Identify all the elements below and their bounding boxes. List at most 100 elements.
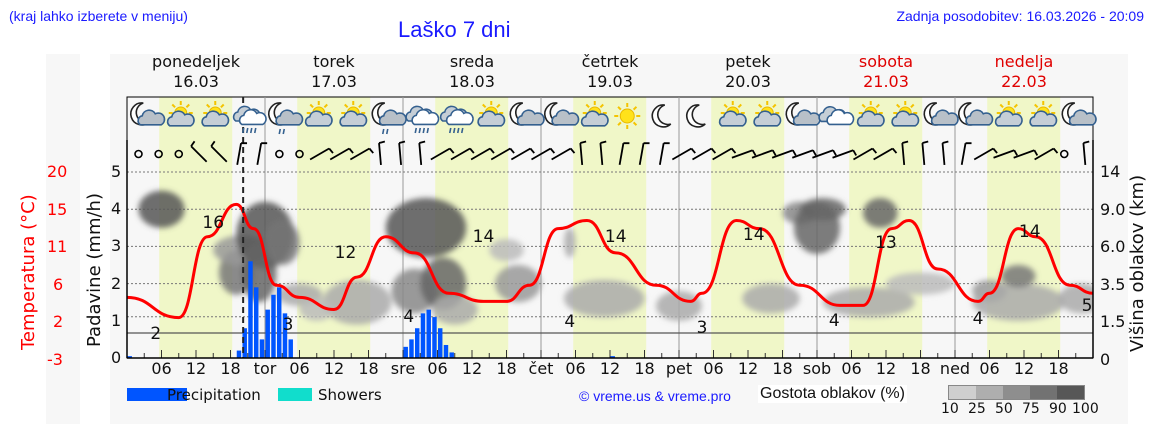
precip-bar [265, 309, 270, 358]
cloud-height-tick: 6.0 [1100, 237, 1126, 256]
precipitation-legend-label: Precipitation [167, 386, 261, 404]
sun-cloud-icon [201, 101, 230, 127]
x-tick-label: ned [939, 359, 971, 378]
x-tick-label: sre [390, 359, 416, 378]
wind-barb-icon [1013, 149, 1035, 159]
wind-barb-icon [236, 143, 242, 165]
density-scale-label: 90 [1049, 401, 1067, 417]
day-name: sreda [449, 52, 495, 71]
wind-barb-icon [398, 142, 402, 166]
wind-barb-icon [731, 149, 753, 159]
wind-barb-icon [901, 142, 906, 166]
daylight-band [711, 97, 785, 358]
night-rain-icon [268, 102, 304, 135]
cloud-height-tick: 1.5 [1100, 312, 1126, 331]
temperature-label: 5 [1082, 296, 1093, 316]
temperature-axis-panel [46, 54, 80, 424]
day-date: 19.03 [587, 72, 633, 91]
wind-barb-icon [450, 147, 471, 161]
day-header-4: petek 20.03 [688, 52, 808, 92]
wind-barb-icon [638, 143, 645, 165]
sun-cloud-icon [753, 101, 782, 127]
temperature-labels: 2 16 3 12 4 14 4 14 3 14 4 13 4 14 5 [150, 213, 1092, 344]
precip-bar [236, 350, 242, 358]
temperature-tick: 15 [47, 199, 68, 219]
precip-tick: 5 [111, 162, 122, 181]
location-menu-note: (kraj lahko izberete v meniju) [9, 8, 188, 24]
precip-bar [415, 328, 420, 358]
wind-barb-icon [1034, 147, 1055, 161]
x-tick-label: 06 [841, 359, 862, 378]
night-cloud-icon [958, 102, 994, 126]
night-cloud-icon [923, 102, 959, 126]
night-cloud-icon [130, 102, 166, 126]
x-tick-label: 12 [461, 359, 483, 378]
precip-bar [277, 287, 282, 358]
sun-cloud-icon [994, 101, 1023, 127]
night-cloud-icon [1061, 102, 1097, 126]
day-date: 20.03 [725, 72, 771, 91]
wind-barb-icon [329, 147, 350, 161]
temperature-tick: 2 [53, 312, 64, 331]
rain-cloud-icon [232, 105, 267, 134]
wind-barb-icon [349, 147, 370, 161]
precip-tick: 4 [111, 199, 122, 219]
day-date: 17.03 [311, 72, 357, 91]
x-tick-label: 18 [910, 359, 931, 378]
weather-icons-row [130, 101, 1097, 135]
temperature-label: 4 [829, 311, 840, 331]
x-tick-label: 18 [772, 359, 793, 378]
temperature-label: 4 [973, 309, 984, 329]
wind-calm-icon [134, 149, 143, 159]
precipitation-legend-swatch [127, 388, 187, 401]
wind-barb-icon [973, 147, 994, 161]
sun-cloud-icon [166, 101, 195, 127]
wind-barb-icon [692, 147, 712, 161]
day-header-1: torek 17.03 [274, 52, 394, 92]
x-tick-label: 06 [979, 359, 1000, 378]
x-tick-label: 12 [1013, 359, 1035, 378]
precip-bar [282, 313, 288, 358]
wind-barb-icon [490, 147, 511, 161]
density-scale-label: 75 [1022, 401, 1040, 417]
density-scale-label: 10 [941, 401, 959, 417]
precip-bar [403, 346, 408, 358]
precip-tick: 1 [111, 310, 122, 330]
x-tick-label: 18 [220, 359, 241, 378]
wind-barb-icon [771, 149, 794, 159]
temperature-tick: 20 [47, 162, 68, 181]
day-name: torek [313, 52, 355, 71]
page-title: Laško 7 dni [398, 17, 511, 42]
x-tick-label: 18 [1048, 359, 1069, 378]
wind-barb-icon [960, 143, 967, 165]
x-tick-label: 18 [634, 359, 655, 378]
cloud-icon [818, 106, 855, 126]
precip-bar [426, 309, 431, 358]
x-tick-label: 06 [289, 359, 310, 378]
wind-barb-icon [853, 147, 873, 161]
cloud-height-tick: 0 [1100, 349, 1111, 369]
night-rain-icon [371, 102, 407, 135]
credit-link[interactable]: © vreme.us & vreme.pro [579, 388, 731, 404]
wind-barb-icon [430, 147, 451, 161]
cloud-height-tick: 9.0 [1100, 199, 1126, 219]
wind-calm-icon [154, 149, 163, 159]
x-tick-label: 18 [496, 359, 517, 378]
wind-barb-icon [531, 147, 551, 161]
rain-cloud-icon [405, 105, 440, 134]
wind-barb-icon [510, 147, 531, 161]
cloud-density-layer [138, 190, 1093, 325]
wind-barb-icon [599, 142, 604, 166]
precip-tick: 0 [111, 348, 122, 367]
wind-barb-icon [658, 143, 665, 165]
x-tick-label: 12 [185, 359, 207, 378]
day-header-3: četrtek 19.03 [550, 52, 670, 92]
wind-barb-icon [418, 142, 423, 166]
wind-barb-icon [309, 147, 330, 161]
temperature-label: 2 [150, 324, 161, 344]
day-header-2: sreda 18.03 [412, 52, 532, 92]
precip-bar [242, 328, 247, 358]
moon-icon [651, 104, 672, 128]
temperature-label: 3 [697, 318, 708, 338]
